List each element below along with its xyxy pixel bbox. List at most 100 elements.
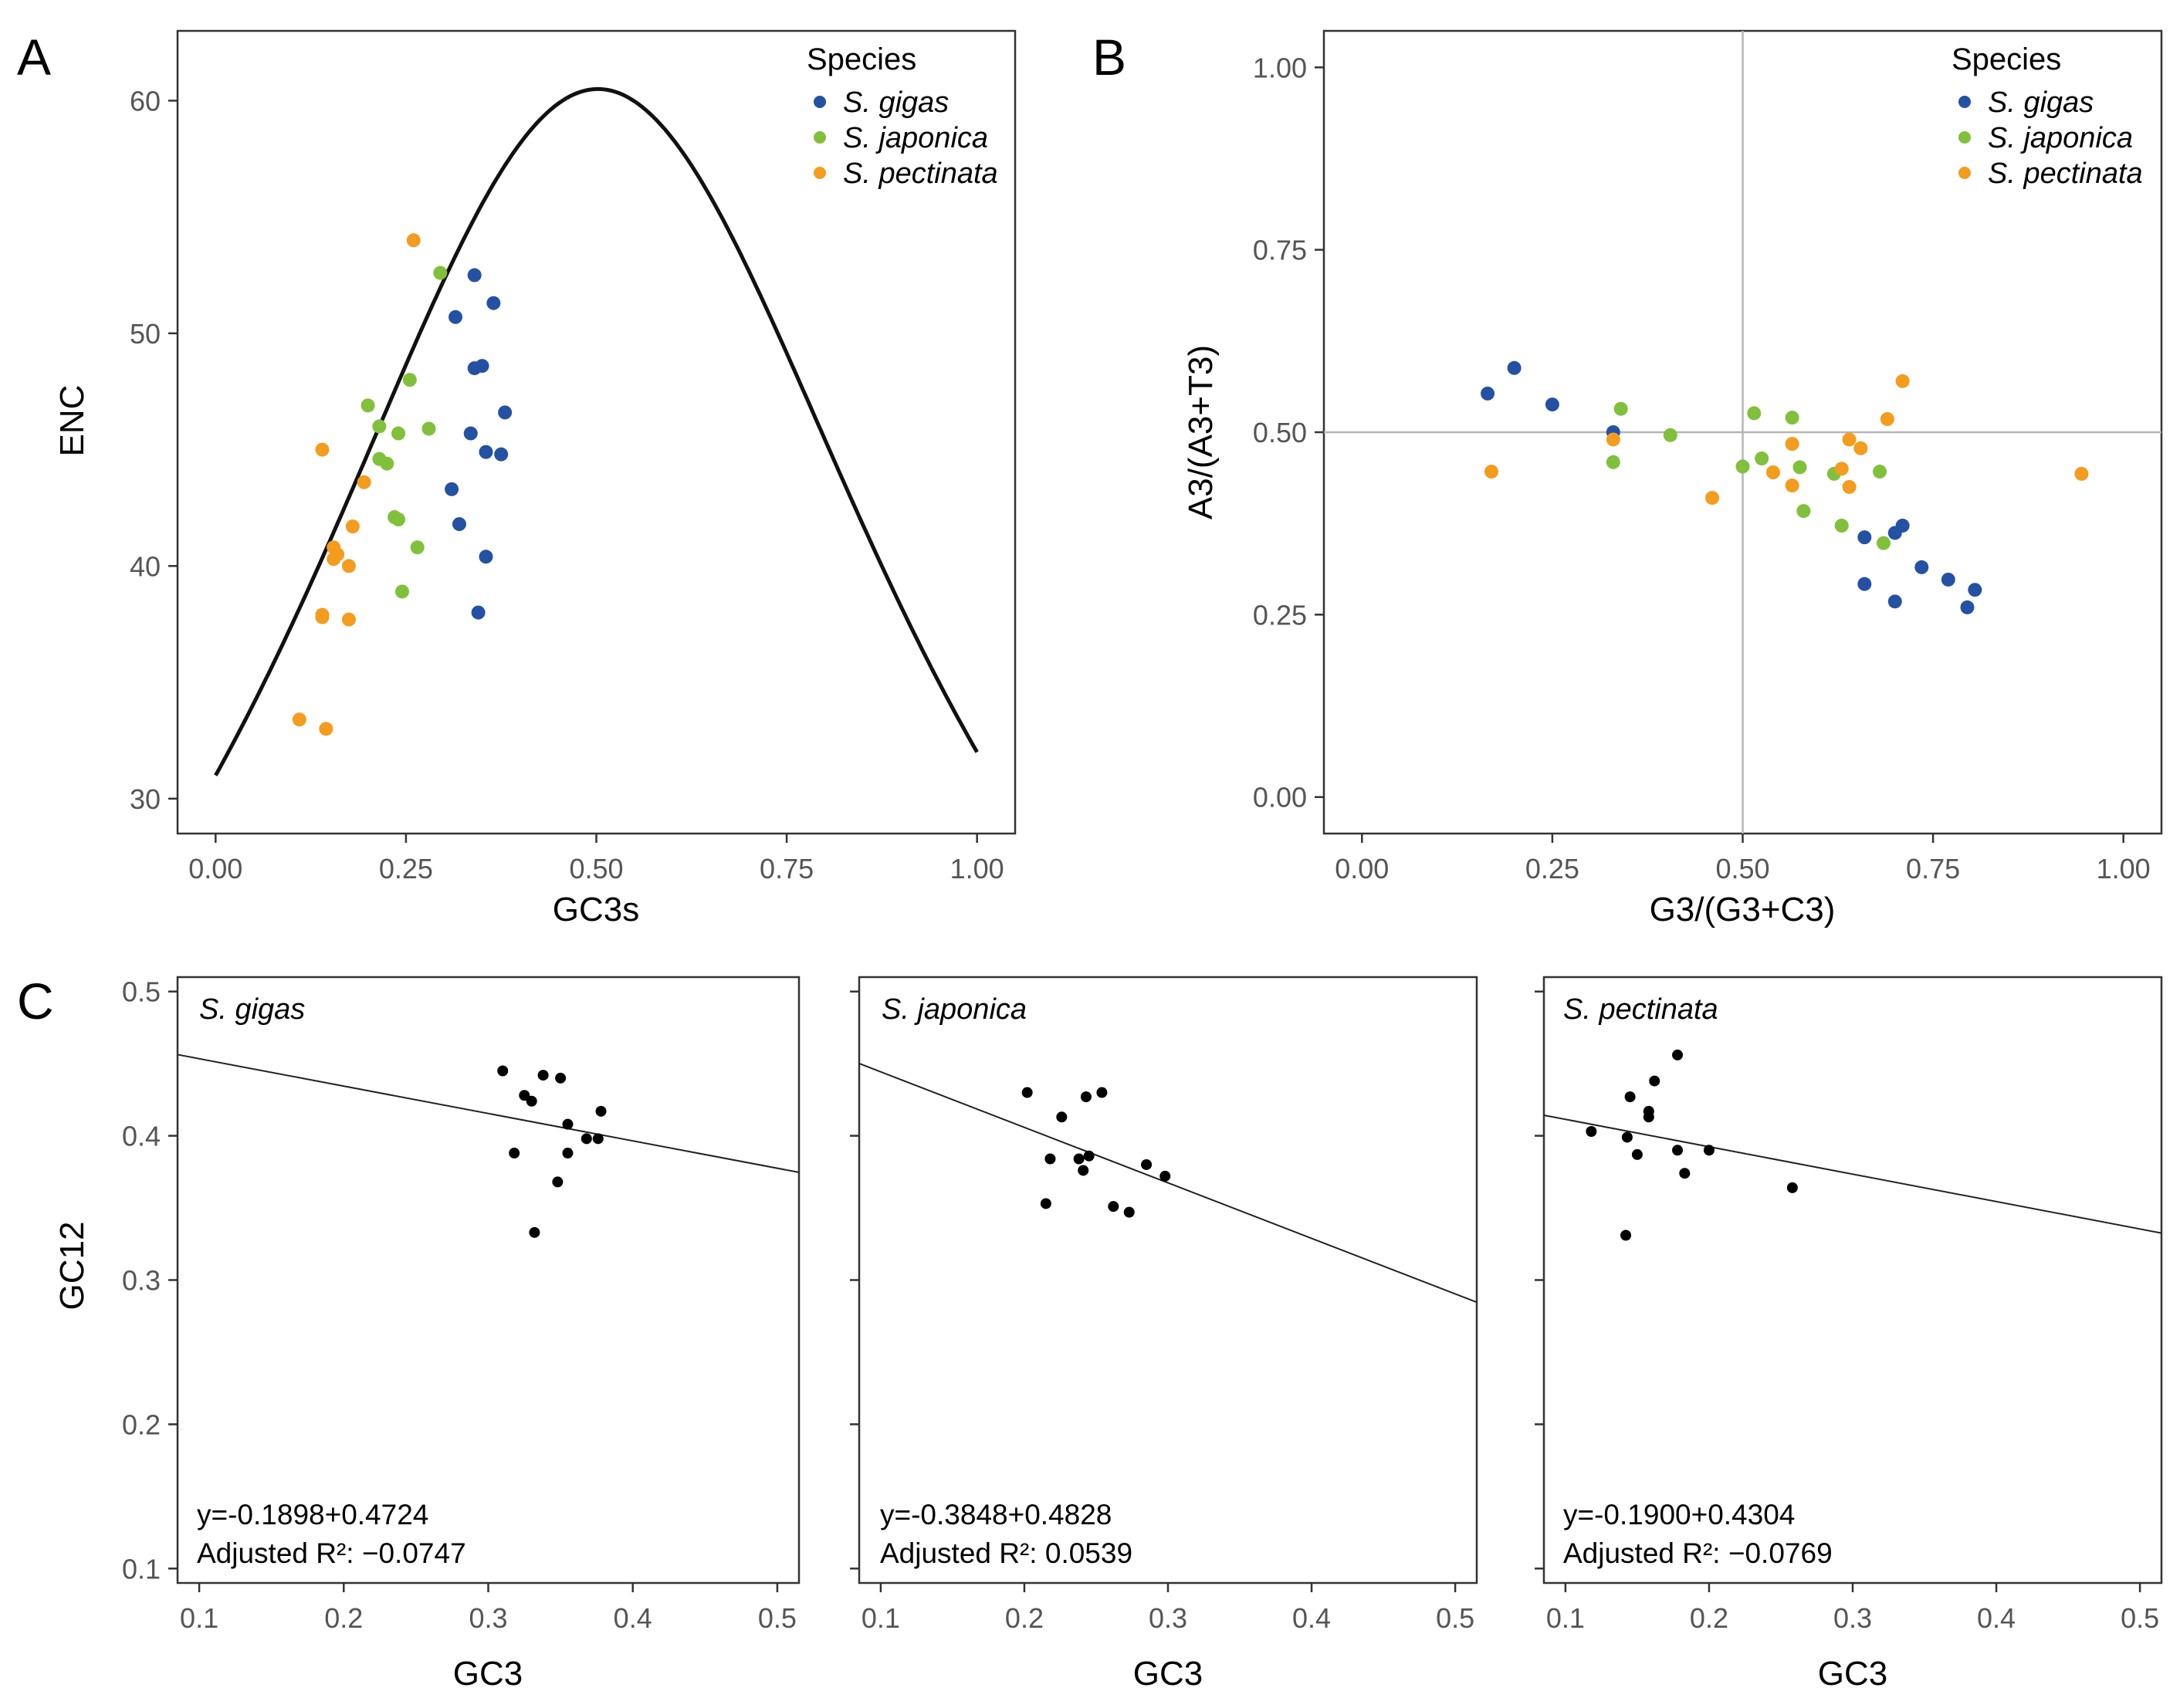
subplot-s-gigas-point [562,1148,574,1159]
panel-b-x-tick-label: 0.25 [1525,853,1579,884]
subplot-s-japonica-r2: Adjusted R²: 0.0539 [880,1537,1132,1569]
panel-b-point-s-gigas [1895,519,1910,533]
subplot-s-pectinata-frame [1542,976,2163,1585]
subplot-s-pectinata-x-tick-label: 0.5 [2121,1602,2159,1634]
subplot-s-gigas-point [537,1070,549,1081]
panel-b-point-s-japonica [1785,411,1799,425]
subplot-s-japonica-point [1040,1198,1051,1209]
subplot-s-gigas-y-tick-label: 0.3 [122,1265,161,1297]
panel-a-point-s-pectinata [327,552,341,567]
panel-a-point-s-japonica [361,398,375,413]
panel-a-point-s-gigas [445,482,459,496]
panel-b-point-s-gigas [1968,583,1982,597]
panel-b-point-s-japonica [1755,452,1769,466]
panel-b-y-tick-label: 0.00 [1253,782,1307,813]
subplot-s-japonica-equation: y=-0.3848+0.4828 [880,1499,1112,1530]
panel-a-point-s-japonica [394,584,409,599]
subplot-s-japonica-x-tick-label: 0.5 [1436,1602,1474,1634]
panel-a-x-label: GC3s [553,891,639,928]
panel-b-point-s-gigas [1960,600,1975,614]
subplot-s-pectinata-point [1672,1145,1684,1156]
subplot-s-japonica-point [1073,1153,1085,1165]
panel-a-legend-key-s-gigas [814,96,826,108]
subplot-s-japonica-title: S. japonica [882,993,1027,1026]
panel-b-point-s-japonica [1747,406,1762,421]
subplot-s-gigas-title: S. gigas [199,993,305,1026]
panel-b-y-tick-label: 0.50 [1253,417,1307,448]
panel-b-point-s-japonica [1796,504,1811,519]
subplot-s-pectinata-point [1703,1145,1715,1156]
panel-a-y-tick-label: 60 [130,85,161,117]
panel-a-x-tick-label: 0.75 [760,853,814,884]
subplot-s-pectinata-point [1586,1125,1597,1137]
subplot-s-gigas-point [526,1095,537,1107]
subplot-s-japonica-x-label: GC3 [1133,1655,1203,1693]
panel-a-axes: 0.00 0.25 0.50 0.75 1.00 30 40 50 60 [130,85,1004,884]
panel-a-point-s-japonica [372,419,387,434]
panel-c-y-label: GC12 [53,1222,91,1311]
panel-a-point-s-pectinata [315,610,330,624]
panel-b-point-s-gigas [1887,594,1902,609]
panel-a-legend-label-s-pectinata: S. pectinata [843,157,998,190]
subplot-s-pectinata-point [1631,1148,1643,1160]
subplot-s-japonica-axes: 0.1 0.2 0.3 0.4 0.5 [850,990,1474,1634]
subplot-s-gigas-point [509,1148,520,1159]
panel-b-reference-lines [1324,31,2161,834]
panel-a-point-s-gigas [479,550,493,564]
panel-b-neutrality-plot: 0.00 0.25 0.50 0.75 1.00 0.00 0.25 0.50 0.75 1.00… [1182,29,2163,928]
subplot-s-pectinata-x-tick-label: 0.3 [1833,1602,1872,1634]
subplot-s-japonica-point [1123,1206,1135,1218]
panel-b-point-s-japonica [1613,401,1628,416]
subplot-s-japonica-point [1083,1150,1095,1162]
subplot-s-pectinata-axes: 0.1 0.2 0.3 0.4 0.5 [1535,990,2159,1634]
panel-a-point-s-pectinata [341,559,356,573]
panel-b-point-s-japonica [1735,459,1750,474]
panel-b-legend-key-s-gigas [1958,96,1971,108]
subplot-s-pectinata-point [1620,1229,1632,1241]
panel-b-point-s-japonica [1873,465,1887,479]
subplot-s-pectinata-point [1679,1168,1691,1179]
panel-a-point-s-pectinata [319,722,333,736]
panel-b-point-s-japonica [1792,460,1807,475]
panel-a-point-s-gigas [479,445,493,459]
panel-a-point-s-pectinata [341,612,356,627]
panel-a-x-tick-label: 1.00 [950,853,1004,884]
panel-b-legend-title: Species [1952,42,2061,76]
panel-a-point-s-pectinata [292,712,306,727]
subplot-s-gigas-point [581,1133,592,1145]
subplot-s-gigas-frame [176,976,801,1585]
panel-a-y-tick-label: 40 [130,550,161,582]
panel-b-point-s-pectinata [1842,479,1857,494]
panel-label-b: B [1092,29,1126,86]
panel-a-legend-title: Species [807,42,916,76]
subplot-s-gigas-point [529,1226,540,1238]
subplot-s-gigas-r2: Adjusted R²: −0.0747 [197,1537,466,1569]
panel-b-point-s-gigas [1507,360,1522,375]
panel-b-point-s-japonica [1876,536,1891,550]
subplot-s-pectinata-points [1586,1049,1798,1241]
panel-b-point-s-pectinata [1853,441,1868,455]
panel-c-gc12-plots: GC12 0.1 0.2 0.3 0.4 0.5 0.1 0.2 0.3 0.4 0.5 S. g… [53,976,2163,1693]
panel-a-point-s-pectinata [357,475,371,489]
panel-b-point-s-gigas [1857,530,1872,545]
panel-a-point-s-japonica [421,421,436,436]
panel-b-point-s-gigas [1941,572,1955,587]
subplot-s-gigas-equation: y=-0.1898+0.4724 [197,1499,428,1530]
panel-b-x-label: G3/(G3+C3) [1650,891,1836,928]
subplot-s-japonica-x-tick-label: 0.3 [1149,1602,1187,1634]
subplot-s-gigas-y-tick-label: 0.5 [122,976,161,1008]
panel-b-point-s-gigas [1545,397,1559,412]
panel-b-y-label: A3/(A3+T3) [1182,345,1220,519]
panel-a-legend-label-s-japonica: S. japonica [843,122,988,154]
panel-b-point-s-japonica [1606,455,1620,469]
subplot-s-gigas-y-tick-label: 0.4 [122,1121,161,1152]
panel-a-point-s-gigas [467,268,482,282]
panel-a-y-tick-label: 30 [130,783,161,815]
panel-a-point-s-pectinata [315,442,330,457]
subplot-s-gigas-x-tick-label: 0.2 [324,1602,363,1634]
panel-b-point-s-gigas [1481,386,1495,401]
subplot-s-gigas-x-tick-label: 0.5 [758,1602,797,1634]
subplot-s-japonica-regression-line [858,1063,1478,1304]
subplot-s-gigas-point [552,1176,564,1188]
